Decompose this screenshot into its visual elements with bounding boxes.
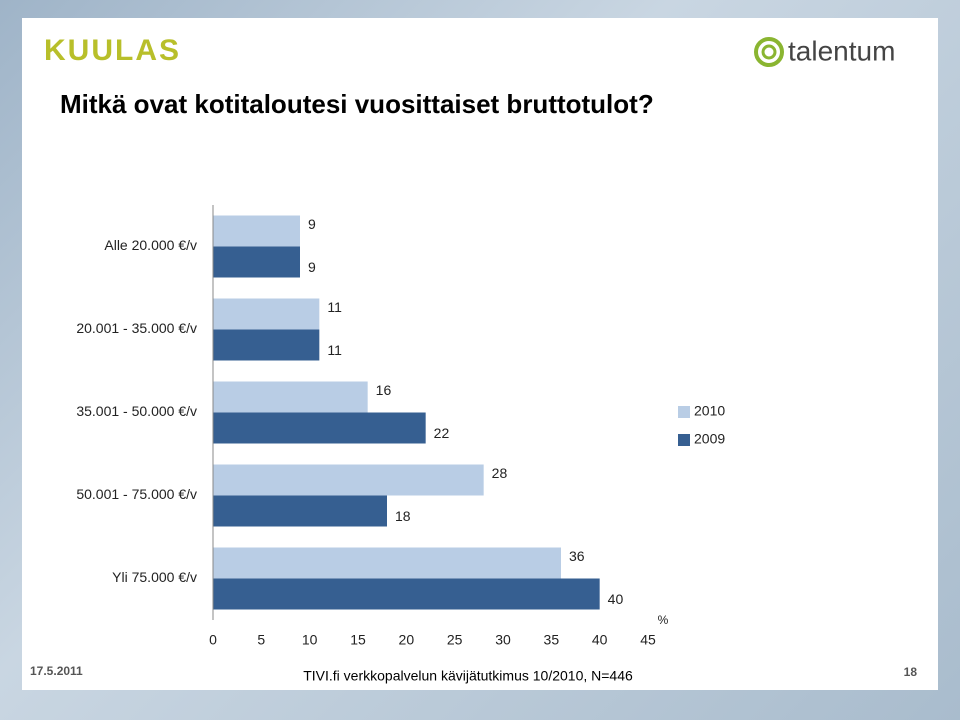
bar bbox=[213, 547, 561, 579]
value-label: 40 bbox=[608, 591, 624, 607]
legend-swatch bbox=[678, 434, 690, 446]
chart-title: Mitkä ovat kotitaloutesi vuosittaiset br… bbox=[60, 89, 654, 119]
page-number: 18 bbox=[904, 665, 918, 679]
category-label: Yli 75.000 €/v bbox=[112, 569, 197, 585]
value-label: 11 bbox=[327, 299, 342, 315]
category-label: 35.001 - 50.000 €/v bbox=[76, 403, 197, 419]
logo-left: KUULAS bbox=[44, 34, 181, 67]
bar bbox=[213, 381, 368, 413]
value-label: 9 bbox=[308, 216, 316, 232]
value-label: 36 bbox=[569, 548, 585, 564]
source: TIVI.fi verkkopalvelun kävijätutkimus 10… bbox=[303, 668, 633, 684]
value-label: 9 bbox=[308, 259, 316, 275]
logo-right-icon bbox=[754, 37, 784, 67]
category-label: 20.001 - 35.000 €/v bbox=[76, 320, 197, 336]
x-tick-label: 45 bbox=[640, 632, 656, 648]
bar bbox=[213, 329, 320, 361]
category-label: Alle 20.000 €/v bbox=[104, 237, 197, 253]
x-unit: % bbox=[658, 613, 669, 627]
value-label: 28 bbox=[492, 465, 508, 481]
x-tick-label: 5 bbox=[257, 632, 265, 648]
x-tick-label: 20 bbox=[399, 632, 415, 648]
date: 17.5.2011 bbox=[30, 664, 83, 678]
bar bbox=[213, 495, 387, 527]
bar bbox=[213, 246, 300, 278]
bar bbox=[213, 215, 300, 247]
value-label: 22 bbox=[434, 425, 450, 441]
x-tick-label: 10 bbox=[302, 632, 318, 648]
x-tick-label: 25 bbox=[447, 632, 463, 648]
logo-right: talentum bbox=[788, 35, 895, 66]
bar bbox=[213, 412, 426, 444]
x-tick-label: 15 bbox=[350, 632, 366, 648]
bar bbox=[213, 298, 320, 330]
x-tick-label: 30 bbox=[495, 632, 511, 648]
bar bbox=[213, 464, 484, 496]
value-label: 16 bbox=[376, 382, 392, 398]
category-label: 50.001 - 75.000 €/v bbox=[76, 486, 197, 502]
legend-swatch bbox=[678, 406, 690, 418]
legend-label: 2010 bbox=[694, 403, 725, 419]
value-label: 11 bbox=[327, 342, 342, 358]
x-tick-label: 35 bbox=[544, 632, 560, 648]
x-tick-label: 40 bbox=[592, 632, 608, 648]
value-label: 18 bbox=[395, 508, 411, 524]
bar bbox=[213, 578, 600, 610]
x-tick-label: 0 bbox=[209, 632, 217, 648]
legend-label: 2009 bbox=[694, 431, 725, 447]
